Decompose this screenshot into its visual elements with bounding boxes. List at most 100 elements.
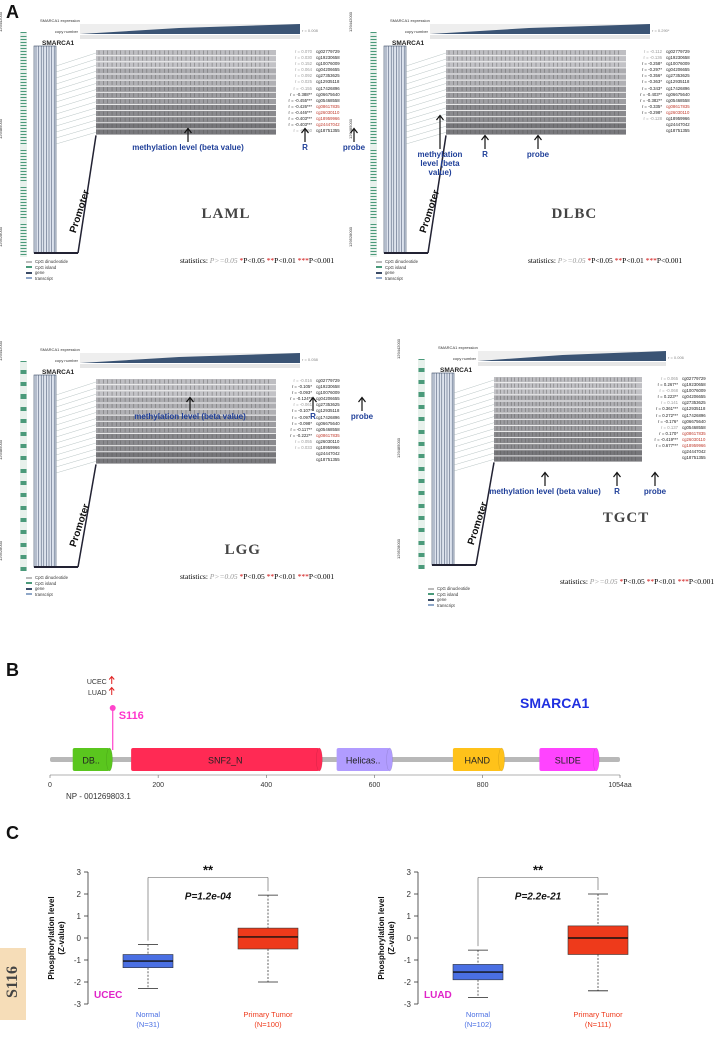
probe-id: cg18751355 xyxy=(316,128,340,134)
cpg-tick xyxy=(20,509,27,510)
track-legend: CpG dinucleotide CpG island gene transcript xyxy=(26,259,68,281)
cpg-tick xyxy=(20,174,27,175)
cpg-tick xyxy=(418,530,425,531)
methylation-annotation-arrow xyxy=(436,114,444,149)
connector-line xyxy=(55,412,97,426)
y-tick-label: 2 xyxy=(77,890,82,899)
cpg-tick xyxy=(370,150,377,151)
cancer-label-tgct: TGCT xyxy=(602,510,650,526)
copy-number-r: r = 0.290* xyxy=(652,28,670,33)
cpg-tick xyxy=(418,420,425,421)
cpg-tick xyxy=(20,150,27,151)
cpg-tick xyxy=(418,444,425,445)
cpg-tick xyxy=(20,370,27,371)
probe-id: cg19230658 xyxy=(682,382,706,388)
r-value: r = -0.335* xyxy=(641,103,662,109)
legend-swatch xyxy=(26,593,32,596)
cpg-tick xyxy=(418,494,425,495)
cpg-tick xyxy=(418,433,425,434)
cpg-tick xyxy=(20,128,27,129)
arrow-head xyxy=(309,396,317,403)
r-value: r = 0.025 xyxy=(294,79,312,85)
cpg-tick xyxy=(20,422,27,423)
gene-name: SMARCA1 xyxy=(392,40,425,47)
connector-line xyxy=(55,58,97,73)
cpg-strip xyxy=(20,32,27,257)
cpg-tick xyxy=(370,156,377,157)
r-value: r = -0.382** xyxy=(640,97,662,103)
cpg-tick xyxy=(20,227,27,228)
cpg-tick xyxy=(418,553,425,554)
cpg-tick xyxy=(20,85,27,86)
cpg-tick xyxy=(20,545,27,546)
cpg-tick xyxy=(418,566,425,567)
r-value: r = -0.098* xyxy=(291,420,312,426)
cpg-tick xyxy=(20,508,27,509)
cpg-tick xyxy=(418,417,425,418)
cpg-tick xyxy=(370,162,377,163)
cpg-tick xyxy=(20,63,27,64)
cpg-tick xyxy=(370,230,377,231)
r-values: r = 0.065 r = 0.267** r = -0.068 r = 0.223*… xyxy=(644,376,678,461)
promoter-line xyxy=(77,464,97,568)
cpg-tick xyxy=(20,236,27,237)
statistics-part: P<0.01 xyxy=(622,256,646,265)
cpg-tick xyxy=(20,69,27,70)
group-label: Primary Tumor xyxy=(573,1010,623,1019)
connector-line xyxy=(453,446,495,460)
statistics-part: ** xyxy=(646,577,655,586)
cpg-tick xyxy=(370,196,377,197)
cpg-tick xyxy=(370,217,377,218)
cpg-tick xyxy=(20,385,27,386)
methylation-annotation-arrow xyxy=(184,127,192,142)
r-value: r = 0.070 xyxy=(294,49,312,54)
boxplot-ucec: -3 -2 -1 0 1 2 3 Phosphorylation level(Z-value)… xyxy=(47,863,299,1029)
cpg-tick xyxy=(370,254,377,255)
track-legend: CpG dinucleotide CpG island gene transcript xyxy=(376,259,418,281)
cpg-tick xyxy=(370,36,377,37)
cpg-tick xyxy=(370,224,377,225)
r-value: r = 0.065 xyxy=(660,376,678,381)
legend-item: transcript xyxy=(376,276,418,282)
probe-id: cg24447042 xyxy=(316,451,340,457)
r-value: r = 0.152 xyxy=(294,61,312,67)
cpg-tick xyxy=(370,116,377,117)
cpg-tick xyxy=(20,507,27,508)
expression-label: SMARCA1 expression xyxy=(390,18,430,23)
cpg-tick xyxy=(20,546,27,547)
cpg-tick xyxy=(20,199,27,200)
connector-line xyxy=(405,77,447,91)
probe-annotation-tgct: probe xyxy=(643,487,667,496)
probe-id: cg02779729 xyxy=(316,378,340,383)
cpg-tick xyxy=(20,496,27,497)
site-label: S116 xyxy=(119,710,144,722)
connector-line xyxy=(55,126,97,139)
methylation-annotation-dlbc: methylation level (beta value) xyxy=(417,150,463,177)
cpg-tick xyxy=(370,94,377,95)
cpg-tick xyxy=(370,174,377,175)
probe-id: cg26030110 xyxy=(316,109,340,115)
domain-label: Helicas.. xyxy=(346,756,381,766)
copy-number-track xyxy=(80,364,300,368)
cpg-tick xyxy=(20,394,27,395)
legend-item: gene xyxy=(428,597,470,603)
r-annotation-arrow xyxy=(481,134,489,149)
probe-id: cg26030110 xyxy=(316,438,340,444)
cpg-tick xyxy=(370,251,377,252)
y-tick-label: 0 xyxy=(77,934,82,943)
significance-stars: ** xyxy=(533,863,544,878)
cpg-tick xyxy=(20,45,27,46)
probe-id: cg04206655 xyxy=(316,396,340,402)
cpg-tick xyxy=(20,472,27,473)
cpg-tick xyxy=(20,558,27,559)
cpg-tick xyxy=(418,518,425,519)
domain-label: SLIDE xyxy=(555,756,581,766)
cpg-tick xyxy=(20,79,27,80)
site-head xyxy=(109,705,116,711)
cpg-tick xyxy=(418,432,425,433)
methylation-svg-dlbc xyxy=(370,24,650,257)
cpg-tick xyxy=(20,530,27,531)
methylation-annotation-laml: methylation level (beta value) xyxy=(132,143,244,152)
cpg-tick xyxy=(20,131,27,132)
cpg-tick xyxy=(20,445,27,446)
